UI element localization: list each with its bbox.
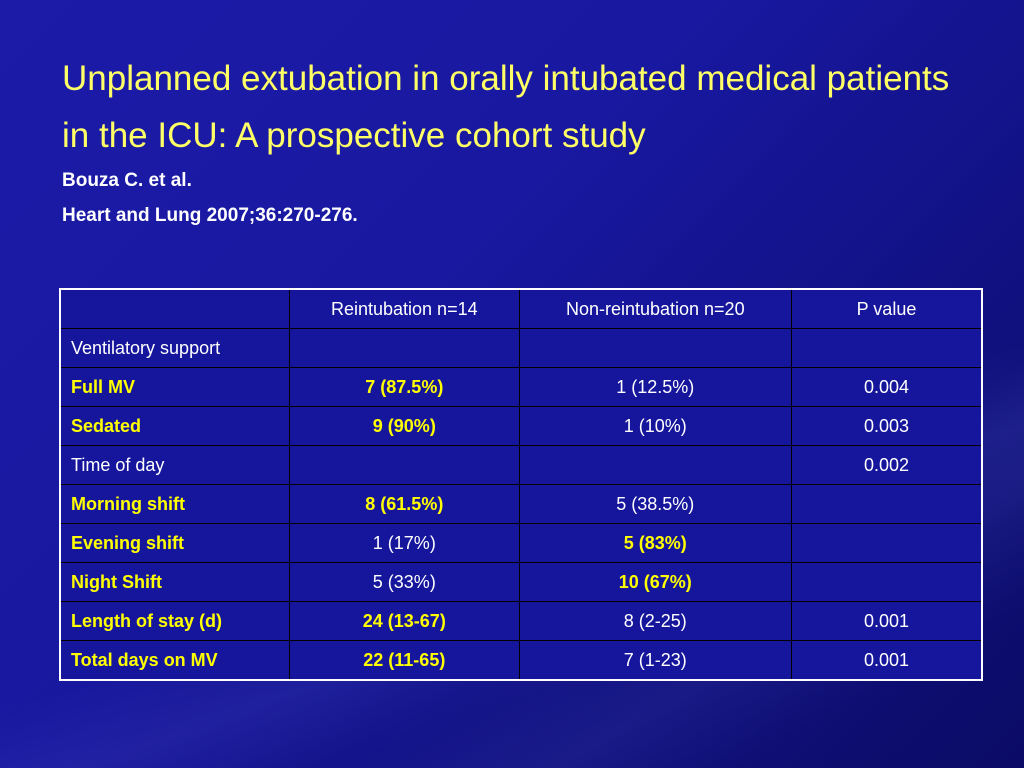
cell-label: Night Shift (59, 562, 291, 602)
cell-label: Length of stay (d) (59, 601, 291, 641)
cell-label: Full MV (59, 367, 291, 407)
cell-p-value: 0.002 (790, 445, 983, 485)
cell-non-reintubation: 7 (1-23) (518, 640, 792, 681)
cell-reintubation: 9 (90%) (289, 406, 520, 446)
citation-author: Bouza C. et al. (62, 170, 192, 191)
cell-non-reintubation (518, 328, 792, 368)
header-non-reintubation: Non-reintubation n=20 (518, 288, 792, 329)
table-row: Evening shift 1 (17%) 5 (83%) (59, 523, 983, 563)
cell-p-value (790, 523, 983, 563)
cell-reintubation: 1 (17%) (289, 523, 520, 563)
cell-label: Evening shift (59, 523, 291, 563)
table-row: Time of day 0.002 (59, 445, 983, 485)
header-p-value: P value (790, 288, 983, 329)
citation-reference: Heart and Lung 2007;36:270-276. (62, 205, 358, 226)
results-table: Reintubation n=14 Non-reintubation n=20 … (59, 288, 983, 681)
cell-label: Time of day (59, 445, 291, 485)
slide-title: Unplanned extubation in orally intubated… (62, 59, 950, 155)
cell-non-reintubation: 5 (38.5%) (518, 484, 792, 524)
cell-non-reintubation (518, 445, 792, 485)
cell-p-value: 0.001 (790, 640, 983, 681)
cell-label: Total days on MV (59, 640, 291, 681)
cell-reintubation: 8 (61.5%) (289, 484, 520, 524)
cell-p-value (790, 328, 983, 368)
cell-non-reintubation: 8 (2-25) (518, 601, 792, 641)
cell-reintubation: 7 (87.5%) (289, 367, 520, 407)
cell-reintubation: 5 (33%) (289, 562, 520, 602)
table-header-row: Reintubation n=14 Non-reintubation n=20 … (59, 288, 983, 329)
cell-non-reintubation: 5 (83%) (518, 523, 792, 563)
cell-p-value: 0.001 (790, 601, 983, 641)
cell-label: Morning shift (59, 484, 291, 524)
table-row: Sedated 9 (90%) 1 (10%) 0.003 (59, 406, 983, 446)
table-row: Length of stay (d) 24 (13-67) 8 (2-25) 0.00… (59, 601, 983, 641)
cell-p-value (790, 484, 983, 524)
cell-non-reintubation: 1 (12.5%) (518, 367, 792, 407)
cell-reintubation (289, 328, 520, 368)
cell-p-value: 0.003 (790, 406, 983, 446)
table-row: Ventilatory support (59, 328, 983, 368)
cell-non-reintubation: 1 (10%) (518, 406, 792, 446)
cell-label: Sedated (59, 406, 291, 446)
header-reintubation: Reintubation n=14 (289, 288, 520, 329)
cell-reintubation: 24 (13-67) (289, 601, 520, 641)
cell-non-reintubation: 10 (67%) (518, 562, 792, 602)
cell-p-value: 0.004 (790, 367, 983, 407)
cell-label: Ventilatory support (59, 328, 291, 368)
cell-reintubation (289, 445, 520, 485)
cell-reintubation: 22 (11-65) (289, 640, 520, 681)
header-cell-blank (59, 288, 291, 329)
table-row: Morning shift 8 (61.5%) 5 (38.5%) (59, 484, 983, 524)
table-row: Total days on MV 22 (11-65) 7 (1-23) 0.001 (59, 640, 983, 681)
table-row: Full MV 7 (87.5%) 1 (12.5%) 0.004 (59, 367, 983, 407)
table-row: Night Shift 5 (33%) 10 (67%) (59, 562, 983, 602)
cell-p-value (790, 562, 983, 602)
